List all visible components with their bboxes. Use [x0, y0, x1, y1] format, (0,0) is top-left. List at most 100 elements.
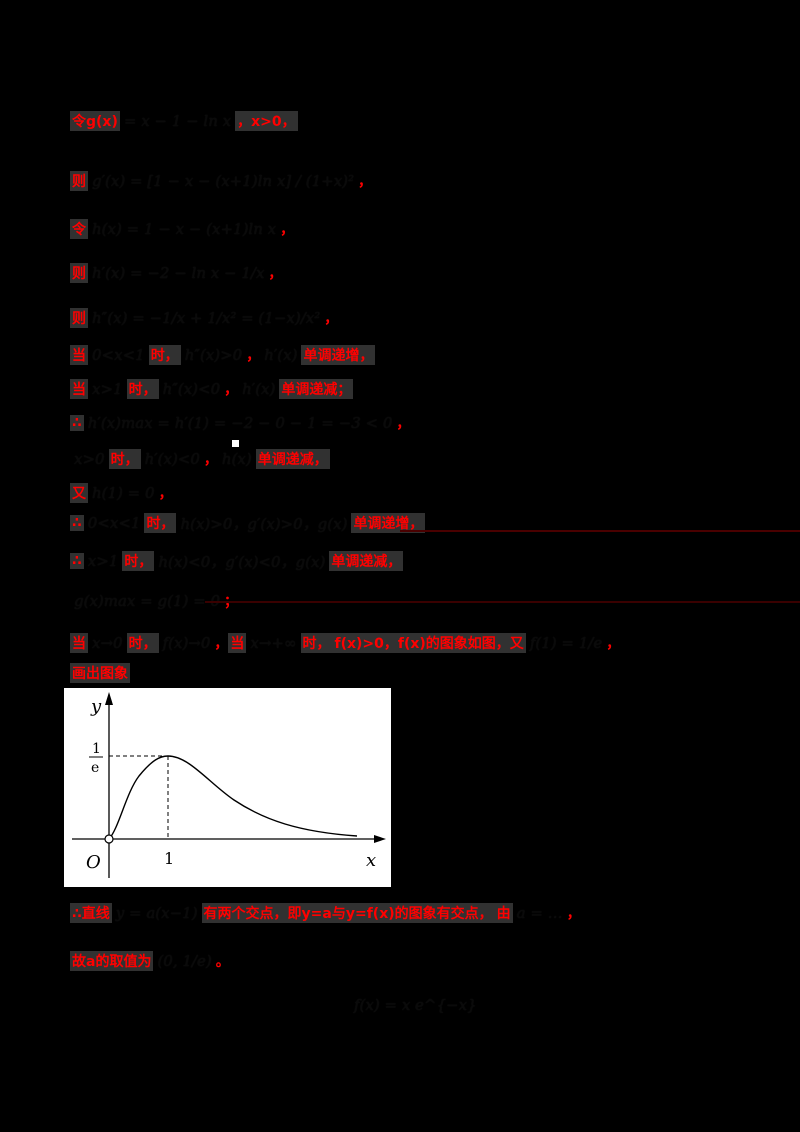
punct: ， — [566, 906, 581, 922]
doc-line-3: 令 h(x) = 1 − x − (x+1)ln x ， — [70, 216, 294, 242]
x-axis-arrow-icon — [374, 835, 386, 843]
x-axis-label: x — [366, 850, 376, 871]
graph-svg: y x O 1 1 e — [72, 692, 386, 878]
footer-line: f(x) = x e^{−x} — [350, 992, 481, 1018]
red-label: 则 — [70, 171, 88, 191]
math-expr: x>0 — [74, 450, 105, 468]
red-label: 则 — [70, 308, 88, 328]
red-underline — [205, 601, 800, 603]
math-expr-2: h″(x)<0 — [162, 380, 221, 398]
red-conclusion: 单调递减， — [329, 551, 404, 571]
doc-line-6: 当 0<x<1 时， h″(x)>0 ， h′(x) 单调递增， — [70, 342, 376, 368]
curve — [108, 755, 358, 840]
red-label: ∴直线 — [70, 903, 112, 923]
red-conclusion: 单调递增， — [301, 345, 376, 365]
red-conclusion: 有两个交点，即y=a与y=f(x)的图象有交点， — [201, 903, 495, 923]
math-expr: g′(x) = [1 − x − (x+1)ln x] / (1+x)² — [92, 172, 355, 190]
y-tick-numerator: 1 — [92, 741, 101, 757]
punct: ， — [214, 636, 229, 652]
math-expr-2: h(x)>0，g′(x)>0，g(x) — [180, 514, 348, 533]
red-label-2: 时， — [108, 449, 141, 469]
answer-label: 故a的取值为 — [70, 951, 154, 971]
red-label-2: 时， — [122, 551, 155, 571]
origin-label: O — [86, 852, 101, 873]
punct: ， — [246, 348, 261, 364]
doc-line-4: 则 h′(x) = −2 − ln x − 1/x ， — [70, 260, 282, 286]
doc-line-10: 又 h(1) = 0 ， — [70, 480, 173, 506]
red-label: 令 — [70, 219, 88, 239]
math-expr-3: h(x) — [221, 450, 252, 468]
red-conclusion: 单调递减； — [279, 379, 354, 399]
red-label: ∴ — [70, 415, 84, 431]
red-label: ∴ — [70, 553, 84, 569]
math-expr: g(x)max = g(1) = 0 — [74, 592, 220, 610]
math-expr-2: a = … — [516, 904, 563, 922]
doc-line-12: ∴ x>1 时， h(x)<0，g′(x)<0，g(x) 单调递减， — [70, 548, 404, 574]
answer-interval: (0, 1/e) — [157, 952, 212, 970]
red-label: ∴ — [70, 515, 84, 531]
function-graph: y x O 1 1 e — [64, 688, 391, 887]
punct: ， — [396, 416, 411, 432]
red-tail: ，x>0， — [235, 111, 298, 131]
punct: ， — [324, 311, 339, 327]
red-label-2: 由 — [494, 903, 513, 923]
math-expr: h″(x) = −1/x + 1/x² = (1−x)/x² — [92, 309, 321, 327]
math-expr: 0<x<1 — [87, 514, 141, 532]
math-expr-3: h′(x) — [264, 346, 298, 364]
math-expr-2: f(x)→0 — [162, 634, 211, 652]
doc-line-9: x>0 时， h′(x)<0 ， h(x) 单调递减， — [70, 446, 330, 472]
math-expr-2: h″(x)>0 — [184, 346, 243, 364]
doc-line-11: ∴ 0<x<1 时， h(x)>0，g′(x)>0，g(x) 单调递增， — [70, 510, 426, 536]
red-label-2: 时， — [144, 513, 177, 533]
doc-line-8: ∴ h′(x)max = h′(1) = −2 − 0 − 1 = −3 < 0… — [70, 410, 410, 436]
y-axis-arrow-icon — [105, 692, 113, 705]
punct: ， — [224, 382, 239, 398]
math-expr: h(1) = 0 — [92, 484, 155, 502]
math-expr: h′(x)max = h′(1) = −2 − 0 − 1 = −3 < 0 — [87, 414, 393, 432]
math-expr: 0<x<1 — [92, 346, 145, 364]
doc-line-1: 令g(x) = x − 1 − ln x ，x>0， — [70, 108, 298, 134]
red-label-3: 当 — [228, 633, 247, 653]
y-tick-denominator: e — [91, 760, 99, 776]
math-expr-3: h′(x) — [242, 380, 276, 398]
y-axis-label: y — [90, 696, 102, 717]
math-expr-2: h(x)<0，g′(x)<0，g(x) — [158, 552, 326, 571]
doc-line-7: 当 x>1 时， h″(x)<0 ， h′(x) 单调递减； — [70, 376, 354, 402]
punct: 。 — [215, 954, 230, 970]
math-expr: h(x) = 1 − x − (x+1)ln x — [92, 220, 277, 238]
punct: ， — [203, 452, 218, 468]
math-expr-2: h′(x)<0 — [144, 450, 200, 468]
red-label: 又 — [70, 483, 88, 503]
red-label: 当 — [70, 345, 88, 365]
red-label: 令g(x) — [70, 111, 120, 131]
punct: ， — [358, 174, 373, 190]
punct: ， — [280, 222, 295, 238]
red-label-4: 时， — [300, 633, 333, 653]
math-expr: x→0 — [92, 634, 123, 652]
red-label-2: 时， — [126, 633, 159, 653]
x-tick-label: 1 — [164, 849, 174, 868]
math-expr: y = a(x−1) — [115, 904, 198, 922]
punct: ， — [158, 486, 173, 502]
doc-line-14: 当 x→0 时， f(x)→0 ， 当 x→+∞ 时， f(x)>0，f(x)的… — [70, 630, 620, 656]
doc-line-17: 故a的取值为 (0, 1/e) 。 — [70, 948, 230, 974]
math-expr-3: x→+∞ — [250, 634, 297, 652]
red-conclusion: f(x)>0，f(x)的图象如图，又 — [332, 633, 526, 653]
red-label-2: 时， — [126, 379, 159, 399]
math-expr-4: f(1) = 1/e — [529, 634, 603, 652]
red-label: 当 — [70, 633, 88, 653]
math-expr: x>1 — [92, 380, 123, 398]
red-label: 当 — [70, 379, 88, 399]
punct: ， — [606, 636, 621, 652]
red-conclusion: 单调递增， — [351, 513, 426, 533]
doc-line-5: 则 h″(x) = −1/x + 1/x² = (1−x)/x² ， — [70, 305, 338, 331]
red-label: 画出图象 — [70, 663, 130, 683]
math-expr: h′(x) = −2 − ln x − 1/x — [92, 264, 265, 282]
open-origin-point — [104, 834, 114, 844]
math-expr: = x − 1 − ln x — [123, 112, 232, 130]
red-underline — [400, 530, 800, 532]
doc-line-15: 画出图象 — [70, 660, 130, 686]
math-expr: x>1 — [87, 552, 119, 570]
red-label-2: 时， — [148, 345, 181, 365]
doc-line-2: 则 g′(x) = [1 − x − (x+1)ln x] / (1+x)² ， — [70, 168, 372, 194]
